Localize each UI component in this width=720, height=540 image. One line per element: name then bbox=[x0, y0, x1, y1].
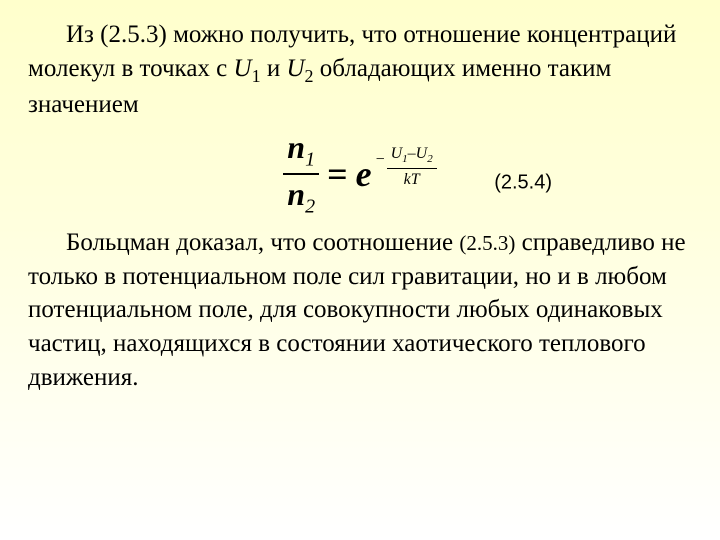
frac-bar-main bbox=[283, 173, 319, 175]
e-base: e bbox=[356, 153, 372, 195]
var-u1-sub: 1 bbox=[252, 66, 261, 86]
p2-ref: (2.5.3) bbox=[459, 231, 515, 255]
paragraph-2: Больцман доказал, что соотношение (2.5.3… bbox=[28, 226, 692, 395]
exp-frac-bar bbox=[387, 168, 437, 169]
n1-sub: 1 bbox=[305, 149, 315, 171]
p1-and: и bbox=[261, 55, 287, 82]
paragraph-1: Из (2.5.3) можно получить, что отношение… bbox=[28, 18, 692, 122]
frac-den: n2 bbox=[283, 177, 319, 217]
exp-minus: – bbox=[408, 145, 416, 162]
exp-U2-sub: 2 bbox=[427, 154, 433, 166]
exp-den: kT bbox=[400, 171, 424, 189]
var-u2: U bbox=[286, 55, 304, 82]
exp-U2: U bbox=[416, 145, 428, 162]
var-u1: U bbox=[234, 55, 252, 82]
exp-fraction: U1–U2 kT bbox=[387, 145, 437, 188]
exp-negative: − bbox=[376, 151, 385, 168]
p2-text-1: Больцман доказал, что соотношение bbox=[66, 229, 459, 256]
var-u2-sub: 2 bbox=[305, 66, 314, 86]
equation-label: (2.5.4) bbox=[494, 171, 552, 194]
exp-num: U1–U2 bbox=[387, 145, 437, 165]
exp-U1: U bbox=[391, 145, 403, 162]
n-bot: n bbox=[287, 176, 305, 212]
n2-sub: 2 bbox=[305, 195, 315, 217]
frac-num: n1 bbox=[283, 130, 319, 170]
fraction-n1-n2: n1 n2 bbox=[283, 130, 319, 217]
equals-sign: = bbox=[327, 153, 348, 195]
equation: n1 n2 = e − U1–U2 kT bbox=[283, 130, 436, 217]
equation-row: n1 n2 = e − U1–U2 kT (2.5.4) bbox=[28, 130, 692, 218]
n-top: n bbox=[287, 129, 305, 165]
exponent: − U1–U2 kT bbox=[376, 145, 437, 188]
